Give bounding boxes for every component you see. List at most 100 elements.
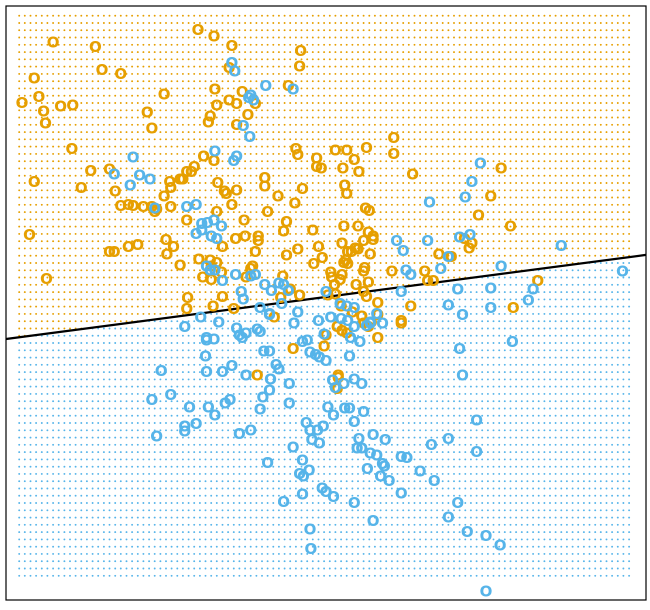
point-blue-67: O: [353, 430, 366, 448]
point-orange-150: O: [340, 324, 353, 342]
point-blue-195: O: [230, 320, 243, 338]
point-orange-44: O: [148, 203, 161, 221]
point-orange-164: O: [205, 258, 218, 276]
point-orange-96: O: [338, 254, 351, 272]
point-orange-186: O: [227, 300, 240, 318]
point-blue-99: O: [453, 340, 466, 358]
point-orange-188: O: [294, 42, 307, 60]
point-blue-57: O: [354, 333, 367, 351]
point-blue-50: O: [348, 299, 361, 317]
point-orange-146: O: [318, 338, 331, 356]
point-blue-194: O: [263, 306, 276, 324]
point-blue-41: O: [235, 283, 248, 301]
point-blue-189: O: [304, 521, 317, 539]
point-orange-95: O: [336, 266, 349, 284]
point-orange-47: O: [158, 187, 171, 205]
point-blue-124: O: [257, 389, 270, 407]
point-orange-22: O: [282, 77, 295, 95]
point-orange-40: O: [122, 196, 135, 214]
point-blue-88: O: [442, 248, 455, 266]
point-blue-54: O: [324, 309, 337, 327]
point-blue-113: O: [364, 315, 377, 333]
point-blue-24: O: [195, 221, 208, 239]
point-blue-93: O: [474, 155, 487, 173]
point-blue-20: O: [208, 212, 221, 230]
point-orange-2: O: [96, 61, 109, 79]
point-blue-94: O: [506, 333, 519, 351]
point-orange-155: O: [196, 269, 209, 287]
point-orange-184: O: [244, 260, 257, 278]
point-orange-12: O: [209, 81, 222, 99]
point-orange-58: O: [210, 203, 223, 221]
point-blue-2: O: [242, 89, 255, 107]
point-blue-141: O: [216, 363, 229, 381]
point-blue-182: O: [367, 512, 380, 530]
point-blue-114: O: [370, 305, 383, 323]
point-orange-180: O: [210, 254, 223, 272]
point-orange-122: O: [421, 272, 434, 290]
point-blue-39: O: [282, 282, 295, 300]
point-blue-136: O: [212, 313, 225, 331]
point-blue-86: O: [495, 258, 508, 276]
point-orange-128: O: [472, 207, 485, 225]
point-orange-32: O: [66, 96, 79, 114]
point-blue-144: O: [264, 370, 277, 388]
point-orange-15: O: [197, 147, 210, 165]
point-blue-138: O: [226, 357, 239, 375]
point-orange-183: O: [274, 289, 287, 307]
point-orange-104: O: [357, 263, 370, 281]
point-orange-48: O: [164, 179, 177, 197]
point-orange-21: O: [258, 178, 271, 196]
point-orange-154: O: [103, 243, 116, 261]
point-orange-41: O: [127, 197, 140, 215]
point-blue-179: O: [320, 483, 333, 501]
point-orange-19: O: [208, 152, 221, 170]
point-orange-107: O: [362, 273, 375, 291]
point-orange-112: O: [357, 315, 370, 333]
point-orange-43: O: [146, 198, 159, 216]
point-blue-165: O: [348, 370, 361, 388]
point-blue-110: O: [421, 232, 434, 250]
point-blue-42: O: [254, 299, 267, 317]
point-orange-147: O: [320, 327, 333, 345]
point-blue-178: O: [316, 480, 329, 498]
point-blue-175: O: [287, 438, 300, 456]
decision-boundary-line: [5, 253, 647, 341]
point-blue-134: O: [200, 332, 213, 350]
point-orange-71: O: [310, 150, 323, 168]
point-blue-21: O: [201, 214, 214, 232]
point-orange-51: O: [177, 170, 190, 188]
point-orange-61: O: [204, 252, 217, 270]
point-orange-124: O: [445, 248, 458, 266]
point-blue-105: O: [400, 261, 413, 279]
point-blue-52: O: [364, 313, 377, 331]
point-blue-183: O: [296, 486, 309, 504]
point-blue-126: O: [202, 398, 215, 416]
point-blue-150: O: [306, 431, 319, 449]
point-blue-18: O: [180, 198, 193, 216]
point-blue-36: O: [265, 282, 278, 300]
point-orange-160: O: [40, 270, 53, 288]
point-blue-147: O: [300, 414, 313, 432]
point-blue-25: O: [190, 225, 203, 243]
point-blue-14: O: [133, 167, 146, 185]
point-orange-55: O: [218, 183, 231, 201]
point-blue-172: O: [178, 423, 191, 441]
point-blue-33: O: [244, 267, 257, 285]
point-orange-161: O: [108, 243, 121, 261]
point-orange-0: O: [47, 33, 60, 51]
point-blue-72: O: [401, 449, 414, 467]
point-orange-38: O: [109, 183, 122, 201]
point-orange-119: O: [387, 145, 400, 163]
point-orange-185: O: [249, 243, 262, 261]
point-orange-5: O: [208, 27, 221, 45]
point-blue-185: O: [233, 425, 246, 443]
point-orange-33: O: [39, 115, 52, 133]
point-orange-84: O: [367, 227, 380, 245]
point-blue-45: O: [288, 315, 301, 333]
point-blue-89: O: [453, 229, 466, 247]
point-blue-142: O: [240, 367, 253, 385]
point-blue-171: O: [224, 391, 237, 409]
point-blue-7: O: [237, 117, 250, 135]
